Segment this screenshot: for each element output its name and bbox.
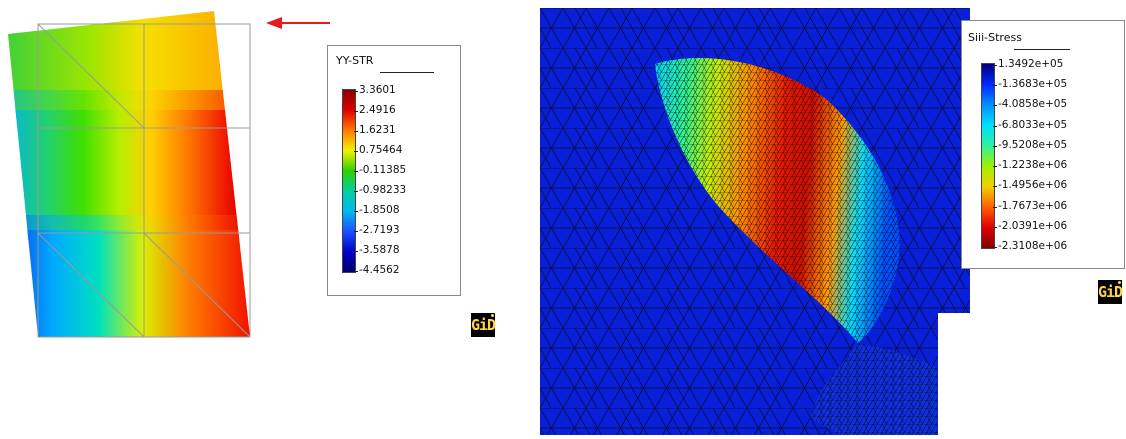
legend-title-underline xyxy=(380,72,434,73)
legend-tick-label: -1.7673e+06 xyxy=(992,199,1068,212)
legend-title: YY-STR xyxy=(336,54,374,67)
legend-color-bar xyxy=(981,63,995,249)
legend-tick-label: -2.7193 xyxy=(354,224,400,236)
legend-tick-label: -1.8508 xyxy=(354,204,400,216)
legend-tick-label: 1.6231 xyxy=(354,124,396,136)
siii-stress-mesh-svg xyxy=(540,8,970,435)
legend-tick-label: 3.3601 xyxy=(354,84,396,96)
legend-tick-label: -4.4562 xyxy=(354,264,400,276)
legend-tick-label: -6.8033e+05 xyxy=(992,118,1068,131)
legend-tick-label: -3.5878 xyxy=(354,244,400,256)
legend-tick-label: -2.3108e+06 xyxy=(992,240,1068,252)
legend-tick-label: -1.2238e+06 xyxy=(992,159,1068,172)
legend-title: Siii-Stress xyxy=(968,31,1022,44)
legend-tick-label: -9.5208e+05 xyxy=(992,138,1068,151)
gid-logo: GiD xyxy=(1098,280,1123,304)
legend-tick-label: 0.75464 xyxy=(353,144,403,156)
yy-stress-contour-svg xyxy=(8,11,333,338)
legend-tick-label: -1.4956e+06 xyxy=(992,179,1068,192)
gid-logo-text: GiD xyxy=(1098,283,1123,301)
siii-stress-legend: Siii-Stress 1.3492e+05 -1.3683e+05 -4.0858… xyxy=(961,20,1125,269)
undeformed-mesh-outline xyxy=(37,23,251,338)
siii-stress-mesh-plot xyxy=(540,8,970,435)
legend-tick-label: 2.4916 xyxy=(354,104,396,116)
stress-concentration-region xyxy=(655,58,938,435)
gid-logo: GiD xyxy=(471,313,496,337)
legend-tick-label: -1.3683e+05 xyxy=(992,78,1068,91)
load-arrow xyxy=(266,17,333,29)
yy-stress-contour-plot xyxy=(0,0,333,360)
legend-tick-label: -2.0391e+06 xyxy=(992,219,1068,232)
yy-stress-legend: YY-STR 3.3601 2.4916 1.6231 0.75464 -0.11385… xyxy=(327,45,461,296)
deformed-element xyxy=(8,11,250,337)
legend-tick-label: -0.11385 xyxy=(353,164,407,176)
legend-title-underline xyxy=(1014,49,1070,50)
gid-logo-text: GiD xyxy=(471,316,496,334)
legend-color-bar xyxy=(342,89,356,273)
legend-tick-label: -0.98233 xyxy=(353,184,407,196)
legend-tick-label: 1.3492e+05 xyxy=(992,58,1064,70)
legend-tick-label: -4.0858e+05 xyxy=(992,98,1068,111)
